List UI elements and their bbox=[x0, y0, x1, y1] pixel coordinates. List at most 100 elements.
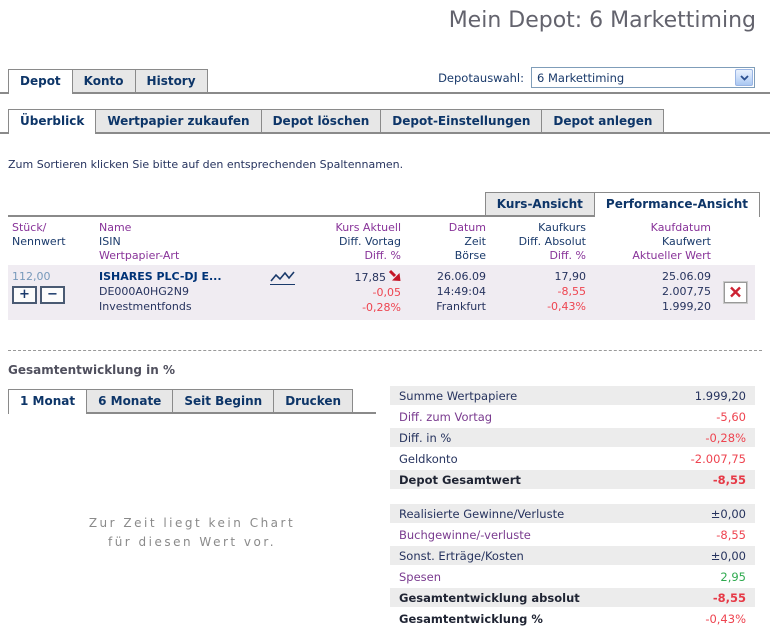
tab-depot-einstellungen[interactable]: Depot-Einstellungen bbox=[380, 109, 543, 132]
tab-history[interactable]: History bbox=[134, 69, 208, 92]
buy-price-cell: 17,90 -8,55 -0,43% bbox=[490, 265, 590, 320]
header-link[interactable]: Diff. Absolut bbox=[518, 235, 586, 248]
summary-panel: Summe Wertpapiere 1.999,20 Diff. zum Vor… bbox=[390, 386, 755, 630]
col-header-kurs-aktuell[interactable]: Kurs Aktuell Diff. Vortag Diff. % bbox=[305, 217, 405, 265]
tab-konto[interactable]: Konto bbox=[71, 69, 136, 92]
security-cell: ISHARES PLC-DJ E... DE000A0HG2N9 Investm… bbox=[95, 265, 265, 320]
no-chart-line1: Zur Zeit liegt kein Chart bbox=[88, 516, 296, 530]
col-header-kaufkurs[interactable]: Kaufkurs Diff. Absolut Diff. % bbox=[490, 217, 590, 265]
header-link[interactable]: Diff. % bbox=[364, 249, 401, 262]
chevron-down-icon[interactable] bbox=[735, 69, 753, 86]
mini-chart-icon[interactable] bbox=[269, 271, 296, 289]
summary-value: ±0,00 bbox=[710, 548, 746, 563]
summary-label: Diff. in % bbox=[399, 430, 452, 445]
col-header-name-isin-art[interactable]: Name ISIN Wertpapier-Art bbox=[95, 217, 265, 265]
diff-prev-day-value: -0,05 bbox=[372, 286, 401, 299]
summary-label: Depot Gesamtwert bbox=[399, 472, 521, 487]
development-heading: Gesamtentwicklung in % bbox=[8, 363, 176, 377]
tab-drucken[interactable]: Drucken bbox=[273, 389, 354, 412]
summary-row: Spesen 2,95 bbox=[390, 567, 755, 586]
summary-label: Sonst. Erträge/Kosten bbox=[399, 548, 524, 563]
depot-action-tabs: Überblick Wertpapier zukaufen Depot lösc… bbox=[0, 106, 770, 134]
buy-value-cell: 25.06.09 2.007,75 1.999,20 bbox=[590, 265, 715, 320]
security-name-link[interactable]: ISHARES PLC-DJ E... bbox=[99, 270, 222, 283]
chart-link-cell bbox=[265, 265, 305, 320]
no-chart-line2: für diesen Wert vor. bbox=[107, 535, 277, 549]
tab-depot-anlegen[interactable]: Depot anlegen bbox=[541, 109, 665, 132]
quantity-stepper: + − bbox=[12, 286, 91, 304]
depot-select[interactable]: 6 Markettiming bbox=[531, 67, 755, 88]
header-link[interactable]: Wertpapier-Art bbox=[99, 249, 180, 262]
summary-value: -2.007,75 bbox=[690, 451, 746, 466]
holding-row: 112,00 + − ISHARES PLC-DJ E... DE000A0HG… bbox=[8, 265, 755, 320]
header-link[interactable]: Kurs Aktuell bbox=[335, 221, 401, 234]
summary-row: Diff. zum Vortag -5,60 bbox=[390, 407, 755, 426]
summary-label: Realisierte Gewinne/Verluste bbox=[399, 506, 565, 521]
plus-icon[interactable]: + bbox=[12, 286, 37, 304]
header-link[interactable]: Name bbox=[99, 221, 132, 234]
diff-prev-day-pct: -0,28% bbox=[362, 301, 401, 314]
quantity-cell: 112,00 + − bbox=[8, 265, 95, 320]
depot-select-group: Depotauswahl: 6 Markettiming bbox=[438, 67, 755, 88]
holdings-table: Stück/ Nennwert Name ISIN Wertpapier-Art… bbox=[8, 217, 755, 320]
header-link[interactable]: Stück/ bbox=[12, 221, 47, 234]
tab-1-monat[interactable]: 1 Monat bbox=[8, 389, 88, 414]
tab-wertpapier-zukaufen[interactable]: Wertpapier zukaufen bbox=[95, 109, 262, 132]
summary-value: -8,55 bbox=[716, 527, 746, 542]
security-type: Investmentfonds bbox=[99, 300, 192, 313]
period-tabs: 1 Monat 6 Monate Seit Beginn Drucken bbox=[8, 386, 376, 414]
sort-hint-text: Zum Sortieren klicken Sie bitte auf den … bbox=[8, 158, 404, 171]
minus-icon[interactable]: − bbox=[40, 286, 65, 304]
tab-performance-ansicht[interactable]: Performance-Ansicht bbox=[593, 192, 760, 217]
chart-panel: 1 Monat 6 Monate Seit Beginn Drucken Zur… bbox=[8, 386, 376, 630]
col-header-stueck-nennwert[interactable]: Stück/ Nennwert bbox=[8, 217, 95, 265]
summary-value: -5,60 bbox=[716, 409, 746, 424]
col-header-datum-zeit-boerse[interactable]: Datum Zeit Börse bbox=[405, 217, 490, 265]
summary-row: Sonst. Erträge/Kosten ±0,00 bbox=[390, 546, 755, 565]
security-isin: DE000A0HG2N9 bbox=[99, 285, 189, 298]
summary-row: Geldkonto -2.007,75 bbox=[390, 449, 755, 468]
header-link[interactable]: Diff. Vortag bbox=[338, 235, 401, 248]
delete-x-icon[interactable] bbox=[723, 281, 747, 303]
summary-value: -8,55 bbox=[712, 472, 746, 487]
current-price-value: 17,85 bbox=[354, 270, 387, 284]
tab-6-monate[interactable]: 6 Monate bbox=[86, 389, 174, 412]
header-link[interactable]: Kaufdatum bbox=[650, 221, 711, 234]
tab-depot-loeschen[interactable]: Depot löschen bbox=[260, 109, 382, 132]
summary-label: Summe Wertpapiere bbox=[399, 388, 518, 403]
summary-label: Buchgewinne/-verluste bbox=[399, 527, 531, 542]
page-title: Mein Depot: 6 Markettiming bbox=[448, 8, 756, 33]
tab-ueberblick[interactable]: Überblick bbox=[8, 109, 97, 134]
summary-value: -0,28% bbox=[705, 430, 746, 445]
tab-depot[interactable]: Depot bbox=[8, 69, 73, 94]
header-link[interactable]: Aktueller Wert bbox=[632, 249, 711, 262]
delete-cell bbox=[715, 265, 755, 320]
quote-time: 14:49:04 bbox=[436, 285, 486, 298]
quote-exchange: Frankfurt bbox=[436, 300, 486, 313]
buy-price-value: 17,90 bbox=[554, 270, 587, 283]
depot-select-label: Depotauswahl: bbox=[438, 70, 524, 85]
header-link[interactable]: Börse bbox=[454, 249, 486, 262]
quote-date: 26.06.09 bbox=[437, 270, 486, 283]
diff-absolute-value: -8,55 bbox=[557, 285, 586, 298]
dashed-divider bbox=[8, 350, 762, 351]
summary-row-total: Gesamtentwicklung absolut -8,55 bbox=[390, 588, 755, 607]
summary-label: Diff. zum Vortag bbox=[399, 409, 493, 424]
summary-tables-gap bbox=[390, 491, 755, 504]
header-link[interactable]: Nennwert bbox=[12, 235, 66, 248]
header-link[interactable]: Kaufwert bbox=[661, 235, 711, 248]
tab-seit-beginn[interactable]: Seit Beginn bbox=[172, 389, 275, 412]
header-link[interactable]: Kaufkurs bbox=[538, 221, 586, 234]
header-link[interactable]: ISIN bbox=[99, 235, 121, 248]
summary-value: ±0,00 bbox=[710, 506, 746, 521]
header-link[interactable]: Zeit bbox=[464, 235, 486, 248]
col-header-kaufdatum-kaufwert[interactable]: Kaufdatum Kaufwert Aktueller Wert bbox=[590, 217, 715, 265]
tab-kurs-ansicht[interactable]: Kurs-Ansicht bbox=[484, 192, 595, 215]
header-link[interactable]: Diff. % bbox=[549, 249, 586, 262]
summary-label: Geldkonto bbox=[399, 451, 458, 466]
summary-row-total: Depot Gesamtwert -8,55 bbox=[390, 470, 755, 489]
header-link[interactable]: Datum bbox=[448, 221, 486, 234]
summary-row: Buchgewinne/-verluste -8,55 bbox=[390, 525, 755, 544]
summary-value: 2,95 bbox=[720, 569, 746, 584]
holdings-header-row: Stück/ Nennwert Name ISIN Wertpapier-Art… bbox=[8, 217, 755, 265]
